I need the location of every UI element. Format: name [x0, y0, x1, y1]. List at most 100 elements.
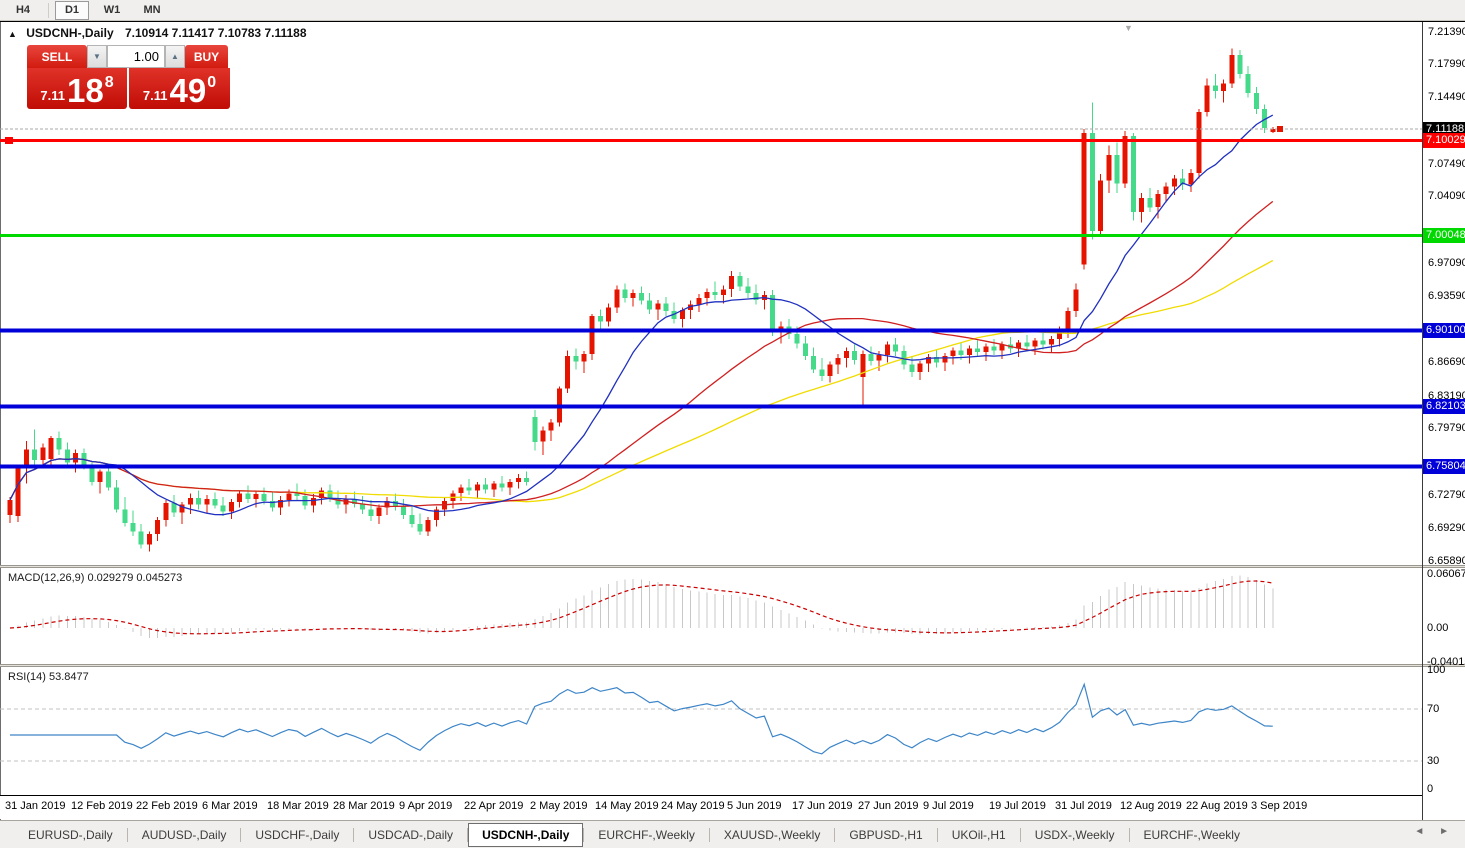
date-label: 5 Jun 2019	[727, 800, 782, 812]
chart-tab-ukoil-h1[interactable]: UKOil-,H1	[951, 827, 1006, 842]
date-label: 6 Mar 2019	[202, 800, 258, 812]
tab-divider	[240, 827, 242, 842]
rsi-label: RSI(14) 53.8477	[8, 671, 89, 683]
date-label: 9 Jul 2019	[923, 800, 974, 812]
axis-border	[1422, 22, 1423, 820]
date-label: 22 Aug 2019	[1186, 800, 1248, 812]
tab-divider	[708, 827, 710, 842]
date-label: 22 Feb 2019	[136, 800, 198, 812]
tab-divider	[583, 827, 585, 842]
chart-tab-eurchf-weekly[interactable]: EURCHF-,Weekly	[598, 827, 695, 842]
price-tick-label: 7.21390	[1428, 26, 1465, 38]
date-axis[interactable]: 31 Jan 2019 12 Feb 2019 22 Feb 2019 6 Mar 2…	[0, 796, 1422, 819]
date-label: 31 Jan 2019	[5, 800, 66, 812]
date-label: 17 Jun 2019	[792, 800, 853, 812]
tab-divider	[1019, 827, 1021, 842]
price-badge-6.82103: 6.82103	[1423, 399, 1465, 414]
toolbar-separator	[48, 2, 49, 18]
chart-tab-usdcnh-daily[interactable]: USDCNH-,Daily	[468, 822, 584, 847]
price-badge-6.75804: 6.75804	[1423, 459, 1465, 474]
date-label: 31 Jul 2019	[1055, 800, 1112, 812]
chart-top-border	[0, 21, 1465, 22]
tab-divider	[936, 827, 938, 842]
spin-down-icon: ▼	[93, 52, 101, 61]
rsi-tick-label: 30	[1427, 755, 1440, 767]
volume-decrease-button[interactable]: ▼	[87, 45, 107, 68]
macd-pane-canvas[interactable]	[0, 568, 1422, 664]
macd-label: MACD(12,26,9) 0.029279 0.045273	[8, 572, 183, 584]
price-tick-label: 7.17990	[1428, 58, 1465, 70]
chart-tab-usdcad-daily[interactable]: USDCAD-,Daily	[368, 827, 454, 842]
chart-ohlc-values: 7.10914 7.11417 7.10783 7.11188	[124, 26, 307, 40]
tab-divider	[467, 827, 469, 842]
timeframe-button-mn[interactable]: MN	[143, 3, 161, 16]
chart-tab-usdchf-daily[interactable]: USDCHF-,Daily	[255, 827, 340, 842]
sell-button[interactable]: SELL	[27, 45, 87, 68]
tab-scroll-left-icon[interactable]: ◄	[1414, 826, 1431, 837]
date-label: 22 Apr 2019	[464, 800, 524, 812]
rsi-tick-label: 70	[1427, 703, 1440, 715]
price-chart-canvas[interactable]	[0, 22, 1422, 565]
price-tick-label: 6.69290	[1428, 522, 1465, 534]
tab-scroll-right-icon[interactable]: ►	[1439, 826, 1455, 837]
tab-divider	[1128, 827, 1130, 842]
date-label: 24 May 2019	[661, 800, 725, 812]
date-label: 14 May 2019	[595, 800, 659, 812]
chart-tab-xauusd-weekly[interactable]: XAUUSD-,Weekly	[723, 827, 821, 842]
buy-button[interactable]: BUY	[185, 45, 228, 68]
date-label: 2 May 2019	[530, 800, 588, 812]
date-label: 12 Feb 2019	[71, 800, 133, 812]
date-label: 28 Mar 2019	[333, 800, 395, 812]
date-label: 19 Jul 2019	[989, 800, 1046, 812]
price-tick-label: 7.14490	[1428, 91, 1465, 103]
date-label: 3 Sep 2019	[1251, 800, 1308, 812]
chart-title: ▲ USDCNH-,Daily 7.10914 7.11417 7.10783 …	[8, 26, 307, 40]
chart-symbol-period: USDCNH-,Daily	[26, 26, 114, 40]
timeframe-toolbar: H4 D1 W1 MN	[0, 0, 1465, 21]
price-tick-label: 6.97090	[1428, 257, 1465, 269]
chart-shift-icon[interactable]: ▼	[1124, 23, 1133, 33]
chart-tab-usdx-weekly[interactable]: USDX-,Weekly	[1034, 827, 1115, 842]
one-click-trading-panel: SELL ▼ 1.00 ▲ BUY 7.11 18 8 7.11 49 0	[27, 45, 230, 109]
spin-up-icon: ▲	[171, 52, 179, 61]
date-label: 9 Apr 2019	[399, 800, 453, 812]
tab-divider	[353, 827, 355, 842]
date-label: 12 Aug 2019	[1120, 800, 1182, 812]
price-tick-label: 7.04090	[1428, 190, 1465, 202]
price-tick-label: 6.79790	[1428, 422, 1465, 434]
sell-price-big: 18	[66, 72, 104, 109]
chart-tab-eurusd-daily[interactable]: EURUSD-,Daily	[28, 827, 113, 842]
macd-tick-label: 0.00	[1427, 622, 1449, 634]
rsi-tick-label: 100	[1427, 664, 1446, 676]
tab-scroll-arrows[interactable]: ◄ ►	[1414, 826, 1455, 837]
sell-price-small: 7.11	[40, 88, 65, 103]
chart-tab-eurchf-weekly[interactable]: EURCHF-,Weekly	[1143, 827, 1240, 842]
price-tick-label: 7.07490	[1428, 158, 1465, 170]
price-badge-6.90100: 6.90100	[1423, 323, 1465, 338]
chart-tab-gbpusd-h1[interactable]: GBPUSD-,H1	[849, 827, 923, 842]
chart-tab-bar: EURUSD-,Daily AUDUSD-,Daily USDCHF-,Daily U…	[0, 820, 1465, 848]
price-tick-label: 6.93590	[1428, 290, 1465, 302]
date-label: 27 Jun 2019	[858, 800, 919, 812]
timeframe-button-d1[interactable]: D1	[55, 0, 89, 20]
price-badge-7.10029: 7.10029	[1423, 133, 1465, 148]
timeframe-button-w1[interactable]: W1	[103, 3, 121, 16]
buy-price-small: 7.11	[142, 88, 168, 103]
volume-increase-button[interactable]: ▲	[165, 45, 185, 68]
volume-input[interactable]: 1.00	[107, 45, 165, 68]
macd-tick-label: 0.060674	[1427, 568, 1465, 580]
pane-splitter[interactable]	[0, 565, 1465, 568]
buy-price-pip: 0	[207, 74, 217, 91]
chart-tab-audusd-daily[interactable]: AUDUSD-,Daily	[141, 827, 227, 842]
rsi-pane-canvas[interactable]	[0, 667, 1422, 795]
tab-divider	[834, 827, 836, 842]
buy-price-box[interactable]: 7.11 49 0	[129, 68, 230, 109]
pane-splitter[interactable]	[0, 664, 1465, 667]
collapse-icon[interactable]: ▲	[8, 29, 17, 39]
price-tick-label: 6.65890	[1428, 555, 1465, 567]
timeframe-button-h4[interactable]: H4	[15, 3, 31, 16]
buy-price-big: 49	[169, 72, 207, 109]
date-label: 18 Mar 2019	[267, 800, 329, 812]
sell-price-box[interactable]: 7.11 18 8	[27, 68, 127, 109]
